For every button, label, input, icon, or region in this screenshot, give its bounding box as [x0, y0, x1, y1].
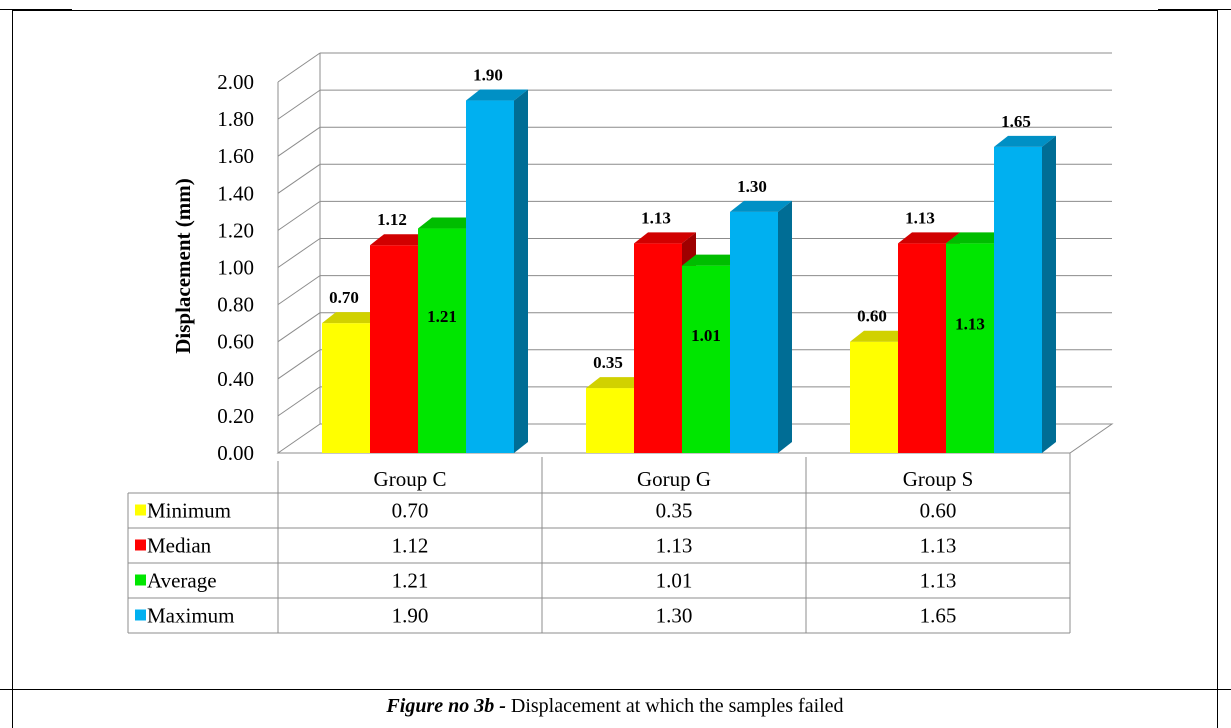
y-tick-label: 0.40 — [217, 367, 254, 391]
bar-top — [682, 254, 744, 266]
top-rule-left — [0, 9, 72, 10]
table-header-category: Gorup G — [637, 467, 711, 491]
axis-layer: 0.00 0.20 0.40 0.60 0.80 1.00 1.20 1.40 1.60 1.80… — [217, 70, 279, 465]
table-cell: 0.70 — [392, 499, 429, 523]
bar-top — [850, 330, 912, 342]
data-label: 1.13 — [905, 208, 935, 227]
figure-frame — [12, 10, 1218, 728]
bar-median-2 — [898, 243, 946, 453]
data-label: 1.13 — [955, 315, 985, 334]
bar-average-0 — [418, 228, 466, 453]
bar-average-1 — [682, 265, 730, 453]
data-label: 1.01 — [691, 326, 721, 345]
data-table: Group C Gorup G Group S Minimum 0.70 0.35 0.60… — [127, 453, 1071, 634]
table-cell: 1.13 — [656, 534, 693, 558]
table-cell: 1.12 — [392, 534, 429, 558]
gridline-side — [277, 89, 321, 120]
bar-maximum-0 — [466, 100, 514, 454]
gridline-side — [277, 52, 321, 83]
figure-caption: Figure no 3b - Displacement at which the… — [12, 695, 1218, 718]
data-label: 1.65 — [1001, 112, 1031, 131]
gridline-side — [277, 312, 321, 343]
y-tick-label: 1.80 — [217, 107, 254, 131]
bar-top — [586, 377, 648, 389]
bar-top — [466, 89, 528, 101]
table-cell: 1.90 — [392, 604, 429, 628]
legend-label-average: Average — [147, 569, 217, 593]
y-tick-label: 1.00 — [217, 256, 254, 280]
bar-median-0 — [370, 245, 418, 453]
y-tick-label: 0.00 — [217, 441, 254, 465]
gridline-side — [277, 126, 321, 157]
legend-label-median: Median — [147, 534, 212, 558]
caption-label: Figure no 3b - — [386, 695, 506, 717]
table-cell: 0.60 — [920, 499, 957, 523]
bar-top — [898, 232, 960, 244]
caption-rule-right — [1158, 689, 1231, 690]
legend-swatch-median — [135, 539, 146, 551]
gridline-side — [277, 349, 321, 380]
bar-top — [730, 200, 792, 212]
table-header-category: Group S — [903, 467, 974, 491]
bar-side — [1042, 135, 1056, 454]
table-header-category: Group C — [374, 467, 447, 491]
data-label: 1.30 — [737, 177, 767, 196]
gridline-side — [277, 200, 321, 231]
y-tick-label: 1.40 — [217, 181, 254, 205]
bar-top — [322, 312, 384, 324]
data-label: 0.60 — [857, 307, 887, 326]
bars-layer — [322, 89, 1056, 454]
bar-top — [994, 135, 1056, 147]
y-tick-label: 0.60 — [217, 330, 254, 354]
table-cell: 1.21 — [392, 569, 429, 593]
table-cell: 0.35 — [656, 499, 693, 523]
labels-layer: 0.70 1.12 1.21 1.90 0.35 1.13 1.01 1.30 0.60 1.13… — [329, 66, 1031, 373]
data-label: 1.21 — [427, 307, 457, 326]
bar-minimum-2 — [850, 341, 898, 453]
gridline-side — [277, 275, 321, 306]
y-tick-label: 1.20 — [217, 218, 254, 242]
data-label: 0.35 — [593, 353, 623, 372]
legend-swatch-average — [135, 574, 146, 586]
bar-maximum-2 — [994, 146, 1042, 454]
bar-top — [634, 232, 696, 244]
chart-floor — [276, 423, 1114, 454]
bar-average-2 — [946, 243, 994, 453]
gridline-side — [277, 386, 321, 417]
legend-label-minimum: Minimum — [147, 499, 231, 523]
caption-rule — [12, 689, 1218, 690]
bar-median-1 — [634, 243, 682, 453]
y-tick-label: 0.20 — [217, 404, 254, 428]
top-rule-right — [1158, 9, 1231, 10]
caption-rule-left — [0, 689, 72, 690]
bar-maximum-1 — [730, 211, 778, 453]
bar-side — [778, 200, 792, 453]
gridline-side — [277, 163, 321, 194]
data-label: 1.12 — [377, 210, 407, 229]
y-axis-title: Displacement (mm) — [171, 178, 195, 354]
table-cell: 1.30 — [656, 604, 693, 628]
table-cell: 1.13 — [920, 569, 957, 593]
table-cell: 1.65 — [920, 604, 957, 628]
bar-side — [514, 89, 528, 454]
table-cell: 1.01 — [656, 569, 693, 593]
legend-swatch-maximum — [135, 609, 146, 621]
y-tick-label: 2.00 — [217, 70, 254, 94]
y-tick-label: 1.60 — [217, 144, 254, 168]
bar-top — [370, 234, 432, 246]
legend-swatch-minimum — [135, 504, 146, 516]
table-cell: 1.13 — [920, 534, 957, 558]
bar-minimum-0 — [322, 323, 370, 453]
bar-top — [418, 217, 480, 229]
data-label: 0.70 — [329, 288, 359, 307]
y-tick-label: 0.80 — [217, 293, 254, 317]
bar-minimum-1 — [586, 388, 634, 453]
data-label: 1.90 — [473, 66, 503, 85]
bar-top — [946, 232, 1008, 244]
caption-text: Displacement at which the samples failed — [505, 695, 844, 717]
gridline-side — [277, 238, 321, 268]
legend-label-maximum: Maximum — [147, 604, 235, 628]
data-label: 1.13 — [641, 208, 671, 227]
